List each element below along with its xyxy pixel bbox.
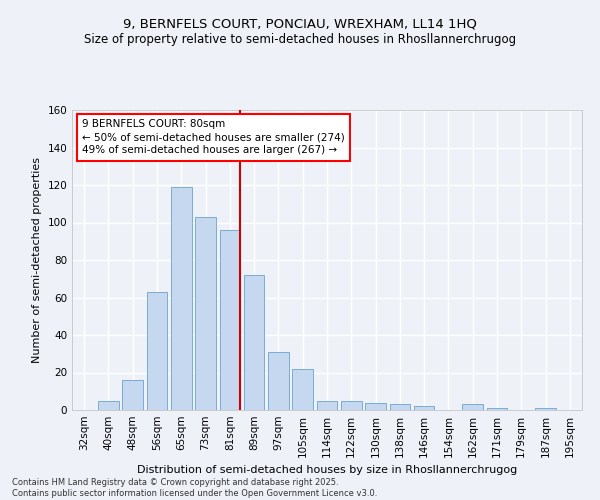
Bar	[220, 230, 240, 410]
Bar	[195, 217, 216, 410]
Bar	[122, 380, 143, 410]
Text: Size of property relative to semi-detached houses in Rhosllannerchrugog: Size of property relative to semi-detach…	[84, 32, 516, 46]
Text: Contains HM Land Registry data © Crown copyright and database right 2025.
Contai: Contains HM Land Registry data © Crown c…	[12, 478, 377, 498]
Y-axis label: Number of semi-detached properties: Number of semi-detached properties	[32, 157, 42, 363]
Bar	[268, 352, 289, 410]
Bar	[98, 400, 119, 410]
Bar	[341, 400, 362, 410]
Bar	[171, 187, 191, 410]
Bar	[463, 404, 483, 410]
Bar	[317, 400, 337, 410]
Bar	[414, 406, 434, 410]
Bar	[487, 408, 508, 410]
Bar	[292, 369, 313, 410]
Bar	[146, 292, 167, 410]
Bar	[535, 408, 556, 410]
Text: 9, BERNFELS COURT, PONCIAU, WREXHAM, LL14 1HQ: 9, BERNFELS COURT, PONCIAU, WREXHAM, LL1…	[123, 18, 477, 30]
Text: 9 BERNFELS COURT: 80sqm
← 50% of semi-detached houses are smaller (274)
49% of s: 9 BERNFELS COURT: 80sqm ← 50% of semi-de…	[82, 119, 345, 156]
X-axis label: Distribution of semi-detached houses by size in Rhosllannerchrugog: Distribution of semi-detached houses by …	[137, 466, 517, 475]
Bar	[365, 402, 386, 410]
Bar	[389, 404, 410, 410]
Bar	[244, 275, 265, 410]
